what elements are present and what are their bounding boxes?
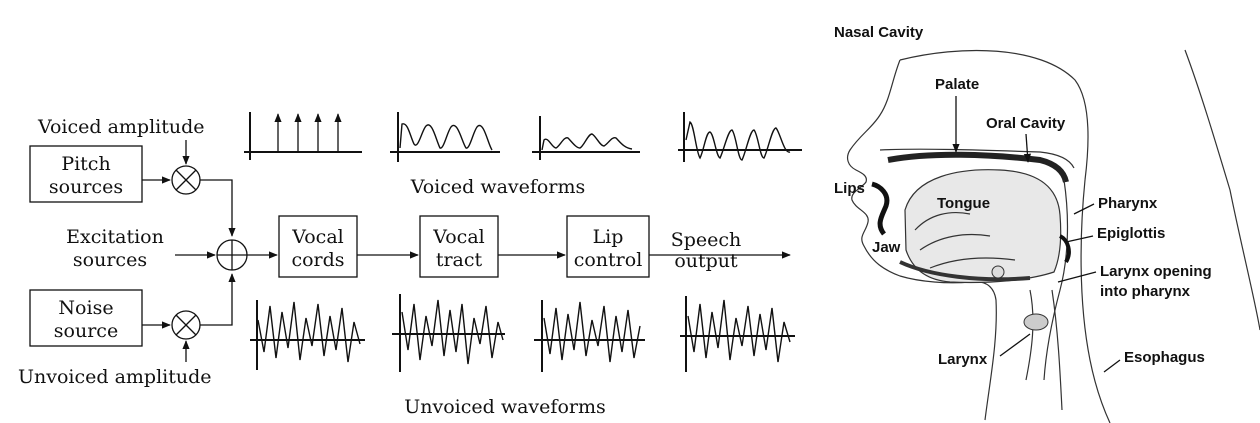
larynx-shape <box>1023 313 1049 331</box>
voiced-multiplier-icon <box>171 165 201 195</box>
pitch-sources-box <box>29 145 143 203</box>
epiglottis-shape <box>1058 234 1071 264</box>
noise-source-label-2: source <box>54 320 118 342</box>
jaw-bone <box>899 260 1031 282</box>
unvoiced-amplitude-label: Unvoiced amplitude <box>18 366 212 388</box>
lip-control-label-2: control <box>574 249 643 271</box>
vocal-tract-label-1: Vocal <box>432 226 484 248</box>
voiced-waveform-tract <box>532 116 640 160</box>
block-diagram: Voiced amplitude Pitch sources Excitatio… <box>18 112 802 418</box>
larynx-opening-label-1: Larynx opening <box>1100 263 1212 280</box>
larynx-pointer <box>999 333 1031 357</box>
pitch-sources-label-1: Pitch <box>61 153 110 175</box>
vocal-tract-box <box>419 215 499 278</box>
unvoiced-waveform-tract <box>534 300 645 372</box>
larynx-walls <box>1025 289 1063 411</box>
voiced-waveforms-label: Voiced waveforms <box>410 176 585 198</box>
voiced-amplitude-label: Voiced amplitude <box>37 116 205 138</box>
pharynx-wall <box>1043 179 1069 381</box>
voiced-waveform-impulses <box>244 112 362 160</box>
noise-source-label-1: Noise <box>58 297 113 319</box>
neck-back <box>1080 179 1111 423</box>
face-profile <box>846 59 997 421</box>
vocal-cords-label-1: Vocal <box>291 226 343 248</box>
voiced-waveform-glottal <box>390 112 500 162</box>
pharynx-label: Pharynx <box>1098 195 1158 212</box>
tongue-label: Tongue <box>937 195 990 212</box>
larynx-opening-label-2: into pharynx <box>1100 283 1191 300</box>
unvoiced-waveform-noise <box>250 300 365 370</box>
nasal-cavity-label: Nasal Cavity <box>834 24 924 41</box>
oral-cavity-label: Oral Cavity <box>986 115 1066 132</box>
voiced-to-adder-arrow <box>200 179 236 237</box>
vocal-cords-label-2: cords <box>291 249 344 271</box>
lip-control-box <box>566 215 650 278</box>
vocal-tract-label-2: tract <box>436 249 483 271</box>
esophagus-label: Esophagus <box>1124 349 1205 366</box>
larynx-opening-pointer <box>1057 271 1097 283</box>
tongue-shading <box>914 211 1016 269</box>
unvoiced-waveforms-label: Unvoiced waveforms <box>404 396 605 418</box>
excitation-sources-label-2: sources <box>73 249 147 271</box>
larynx-label: Larynx <box>938 351 988 368</box>
pharynx-pointer <box>1073 203 1095 215</box>
vocal-cords-box <box>278 215 358 278</box>
lip-control-label-1: Lip <box>593 226 624 248</box>
excitation-sources-label-1: Excitation <box>66 226 164 248</box>
adder-icon <box>216 239 248 271</box>
lips-label: Lips <box>834 180 865 197</box>
voiced-waveform-output <box>678 112 802 162</box>
epiglottis-pointer <box>1065 235 1094 243</box>
palate-shape <box>887 151 1069 183</box>
unvoiced-waveform-cords <box>392 294 505 372</box>
oral-cavity-pointer <box>1023 133 1032 163</box>
hyoid-bone <box>991 265 1005 279</box>
lips-shape <box>871 181 890 236</box>
nasal-floor <box>879 148 1075 169</box>
skull-outline <box>899 49 1089 181</box>
unvoiced-waveform-output <box>680 296 795 372</box>
pitch-sources-label-2: sources <box>49 176 123 198</box>
unvoiced-multiplier-icon <box>171 310 201 340</box>
jaw-label: Jaw <box>872 239 901 256</box>
noise-source-box <box>29 289 143 347</box>
speech-output-label-2: output <box>674 250 738 272</box>
tongue-shape <box>904 169 1062 284</box>
palate-label: Palate <box>935 76 979 93</box>
esophagus-pointer <box>1103 359 1121 373</box>
epiglottis-label: Epiglottis <box>1097 225 1165 242</box>
speech-output-label-1: Speech <box>671 229 742 251</box>
unvoiced-to-adder-arrow <box>200 273 236 326</box>
back-of-head <box>1184 49 1260 331</box>
vocal-tract-anatomy: Nasal Cavity Palate Oral Cavity Lips Ton… <box>834 24 1260 423</box>
